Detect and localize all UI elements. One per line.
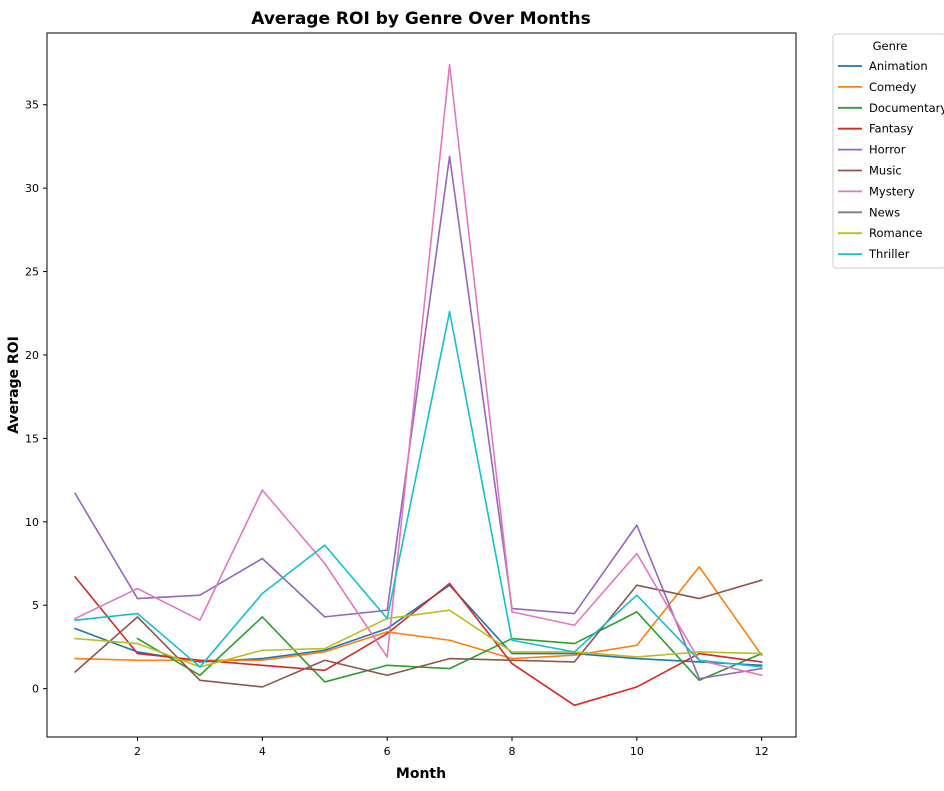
legend-item-music: Music [838,164,902,178]
legend-label: Documentary [869,101,944,115]
series-line-romance [74,609,763,668]
legend-item-comedy: Comedy [838,80,917,94]
y-axis-label: Average ROI [6,336,22,434]
series-line-documentary [136,611,763,683]
y-tick-label: 5 [32,599,39,612]
y-tick-label: 30 [25,182,39,195]
x-tick-label: 12 [755,745,769,758]
y-tick-label: 0 [32,683,39,696]
x-tick-label: 2 [134,745,141,758]
legend-item-romance: Romance [838,226,922,240]
x-tick-label: 6 [384,745,391,758]
y-tick-label: 10 [25,516,39,529]
series-line-animation [74,584,763,667]
series-lines [73,63,763,707]
x-axis-label: Month [396,766,446,782]
legend-item-animation: Animation [838,59,928,73]
legend-label: Romance [869,226,922,240]
legend: Genre Animation Comedy Documentary Fantasy H… [832,33,944,269]
legend-item-news: News [838,205,900,219]
y-tick-label: 15 [25,432,39,445]
y-axis: 0 5 10 15 20 25 30 35 [25,99,47,696]
y-tick-label: 20 [25,349,39,362]
plot-frame [46,32,797,738]
legend-label: Music [869,164,902,178]
x-tick-label: 10 [630,745,644,758]
legend-item-thriller: Thriller [838,247,910,261]
legend-label: Comedy [869,80,917,94]
series-line-thriller [74,310,763,668]
series-line-horror [73,155,763,680]
legend-items: Animation Comedy Documentary Fantasy Horror M… [838,59,944,261]
legend-item-documentary: Documentary [838,101,944,115]
x-tick-label: 4 [259,745,266,758]
legend-label: News [869,205,900,219]
series-line-music [73,579,763,688]
series-line-mystery [74,63,763,677]
plot-area [46,32,797,738]
y-tick-label: 35 [25,99,39,112]
legend-item-horror: Horror [838,143,906,157]
legend-item-mystery: Mystery [838,184,915,198]
legend-frame [832,33,944,269]
x-tick-label: 8 [509,745,516,758]
legend-label: Fantasy [869,122,913,136]
series-line-fantasy [73,575,763,707]
legend-label: Horror [869,143,906,157]
legend-item-fantasy: Fantasy [838,122,913,136]
legend-label: Animation [869,59,928,73]
series-line-comedy [74,566,763,662]
legend-title: Genre [873,39,908,53]
x-axis: 2 4 6 8 10 12 [134,737,769,758]
legend-label: Thriller [868,247,910,261]
legend-label: Mystery [869,184,915,198]
y-tick-label: 25 [25,266,39,279]
chart-title: Average ROI by Genre Over Months [251,9,590,29]
